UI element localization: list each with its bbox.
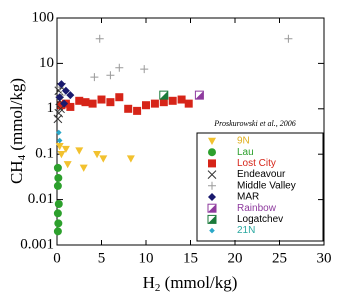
- point: [53, 163, 62, 172]
- y-axis-label: CH4 (mmol/kg): [7, 78, 28, 184]
- x-tick-label: 10: [139, 250, 154, 266]
- point: [63, 161, 72, 169]
- point: [55, 129, 62, 136]
- point: [79, 164, 88, 172]
- legend-label: Lost City: [237, 158, 276, 169]
- point: [106, 71, 115, 80]
- y-tick-label: 1: [47, 100, 55, 116]
- x-label-sub: 2: [155, 282, 161, 294]
- point: [61, 86, 70, 95]
- annotation: Proskurowski et al., 2006: [213, 119, 295, 128]
- point: [208, 181, 216, 190]
- point: [75, 96, 84, 105]
- point: [284, 34, 293, 43]
- point: [133, 106, 142, 115]
- point: [208, 193, 216, 201]
- point: [81, 98, 90, 107]
- point: [140, 65, 149, 74]
- legend-label: Rainbow: [237, 203, 277, 214]
- x-label-rest: (mmol/kg): [160, 273, 237, 292]
- point: [106, 98, 115, 107]
- point: [66, 102, 75, 111]
- x-tick-label: 0: [53, 250, 61, 266]
- point: [207, 214, 217, 224]
- point: [177, 95, 186, 104]
- x-tick-label: 20: [228, 250, 243, 266]
- point: [126, 155, 135, 163]
- point: [53, 209, 62, 218]
- point: [124, 104, 133, 113]
- point: [99, 155, 108, 163]
- marker-half: [159, 91, 168, 100]
- point: [60, 99, 69, 108]
- y-label-base: CH: [7, 160, 26, 184]
- point: [61, 145, 70, 154]
- legend-label: MAR: [237, 192, 259, 203]
- x-tick-label: 30: [317, 250, 332, 266]
- legend-label: Logatchev: [237, 214, 283, 225]
- point: [208, 137, 216, 145]
- y-label-rest: (mmol/kg): [7, 78, 26, 155]
- point: [194, 90, 204, 100]
- point: [115, 93, 124, 102]
- point: [209, 227, 215, 234]
- legend-label: Lau: [237, 147, 254, 158]
- y-tick-label: 100: [32, 9, 55, 25]
- point: [54, 199, 63, 208]
- point: [150, 99, 159, 108]
- point: [55, 93, 64, 102]
- point: [57, 151, 66, 159]
- y-tick-label: 0.01: [28, 191, 54, 207]
- point: [184, 99, 193, 108]
- point: [115, 63, 124, 72]
- marker-half: [208, 215, 216, 224]
- point: [54, 108, 64, 118]
- point: [57, 101, 66, 110]
- point: [93, 151, 102, 159]
- point: [53, 181, 62, 190]
- point: [54, 173, 63, 182]
- point: [90, 73, 99, 82]
- point: [53, 227, 62, 236]
- y-tick-label: 0.001: [20, 236, 54, 252]
- point: [207, 203, 217, 213]
- point: [208, 159, 216, 168]
- y-tick-label: 0.1: [35, 146, 54, 162]
- legend-label: Endeavour: [237, 169, 286, 180]
- point: [95, 34, 104, 43]
- legend-label: 9N: [237, 136, 250, 147]
- point: [168, 96, 177, 105]
- y-label-sub: 4: [16, 154, 28, 160]
- x-tick-label: 5: [98, 250, 106, 266]
- point: [142, 101, 150, 110]
- point: [55, 143, 64, 151]
- legend-label: 21N: [237, 225, 255, 236]
- point: [66, 91, 75, 100]
- x-label-base: H: [143, 273, 155, 292]
- point: [53, 114, 63, 124]
- legend-label: Middle Valley: [237, 180, 296, 191]
- x-axis-label: H2 (mmol/kg): [143, 273, 238, 294]
- y-tick-label: 10: [39, 55, 54, 71]
- x-tick-label: 15: [183, 250, 198, 266]
- point: [207, 170, 217, 179]
- legend-box: [196, 132, 324, 242]
- x-tick-label: 25: [272, 250, 287, 266]
- marker-half: [195, 91, 204, 100]
- point: [97, 95, 106, 104]
- point: [159, 90, 169, 100]
- point: [57, 80, 66, 89]
- point: [159, 98, 168, 107]
- point: [54, 219, 63, 228]
- marker-half: [208, 204, 216, 213]
- point: [208, 148, 216, 157]
- point: [56, 137, 63, 144]
- point: [88, 99, 97, 108]
- point: [75, 147, 84, 155]
